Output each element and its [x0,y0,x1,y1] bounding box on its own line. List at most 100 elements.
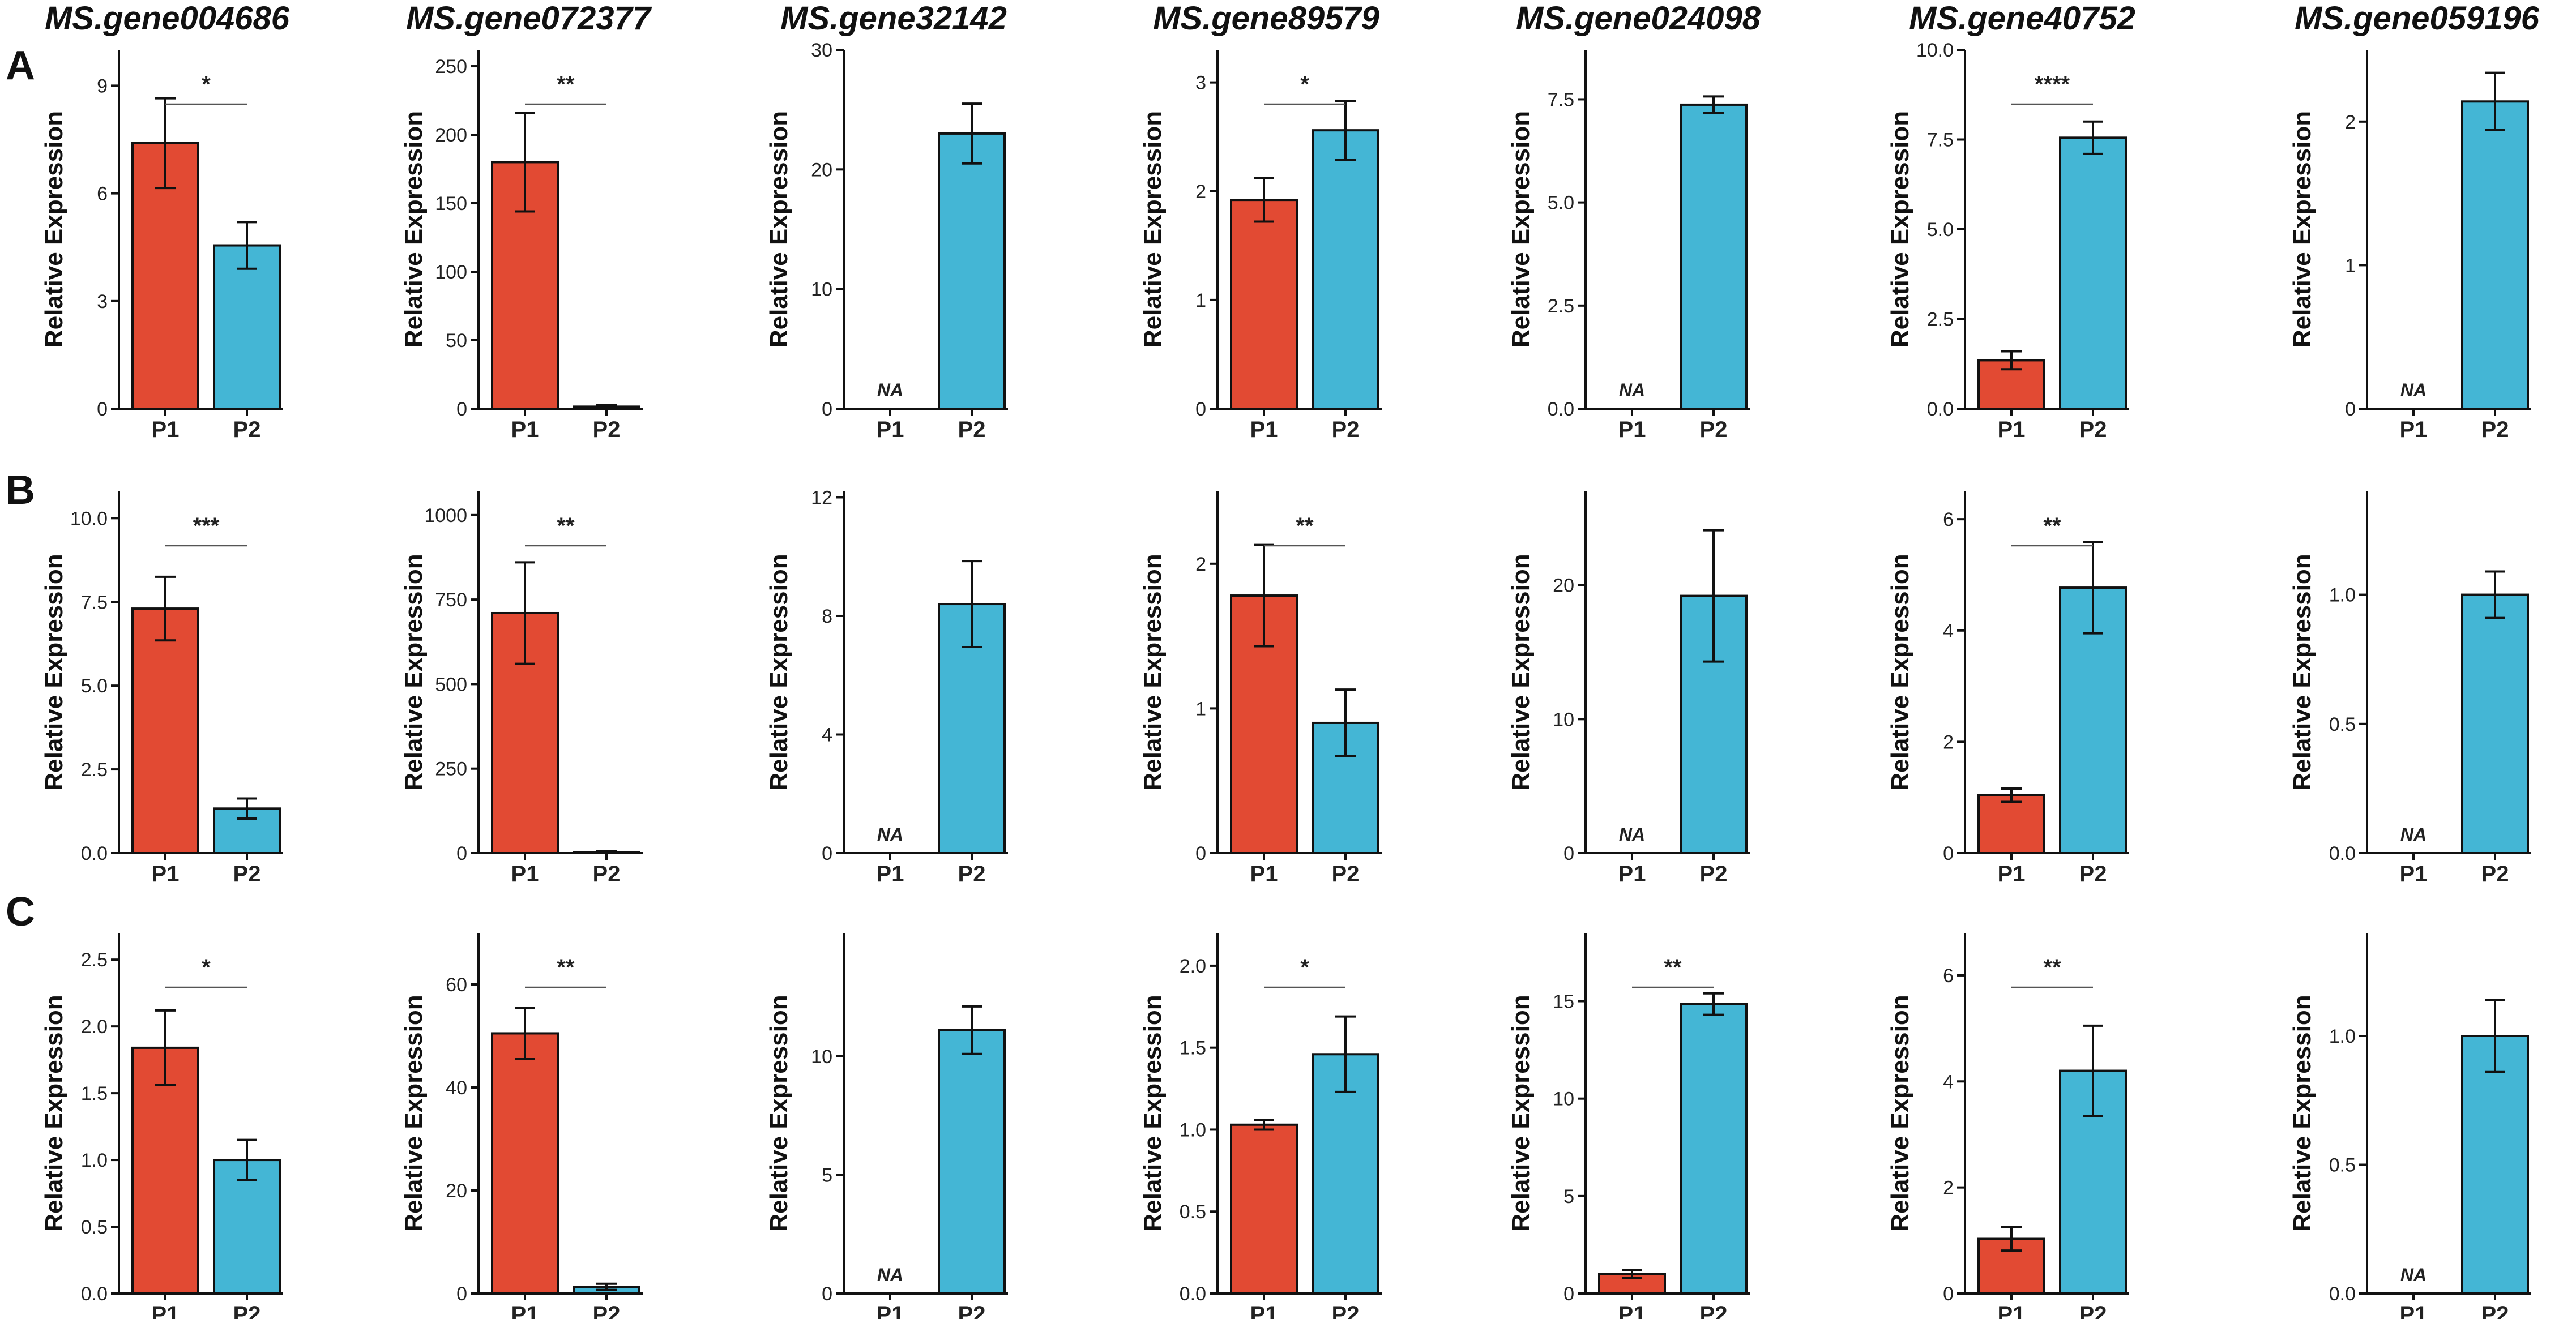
chart-b7-y-title: Relative Expression [2288,554,2316,790]
chart-a1-bar-p2 [213,244,281,410]
chart-c7-ytick-label: 1.0 [2329,1026,2356,1047]
chart-a5-ytick-label: 5.0 [1548,192,1574,214]
chart-a7-na-label: NA [2400,380,2427,400]
chart-c6-significance: ** [2043,955,2061,980]
chart-b6-bar-p1 [1977,794,2045,855]
chart-c2-bar-p1 [491,1032,559,1295]
chart-a1-significance: * [202,72,211,97]
chart-c5-ytick-label: 10 [1553,1089,1574,1110]
gene-title-5: MS.gene024098 [1516,0,1761,37]
chart-a4-y-title: Relative Expression [1139,111,1167,348]
chart-b6-significance: ** [2043,513,2061,538]
chart-c1-significance: * [202,955,211,980]
chart-c5-bar-p2 [1680,1003,1748,1295]
chart-a3-ytick-label: 10 [811,279,832,301]
gene-title-4: MS.gene89579 [1153,0,1379,37]
chart-b1-significance: *** [193,513,220,538]
chart-a4-ytick-label: 1 [1195,290,1206,311]
chart-c3-category-p2: P2 [958,1302,986,1319]
chart-a6-ytick-label: 2.5 [1927,309,1954,331]
chart-c1-ytick-label: 2.0 [81,1016,108,1038]
chart-a7-bar-p2 [2461,100,2529,410]
chart-a3-bar-p2 [938,132,1006,410]
chart-c6-ytick-label: 0 [1943,1283,1954,1305]
chart-a3-y-title: Relative Expression [765,111,793,348]
chart-b3-category-p2: P2 [958,862,986,887]
chart-c7-y-title: Relative Expression [2288,995,2316,1231]
chart-b5-na-label: NA [1619,824,1645,845]
chart-a7-category-p1: P1 [2400,417,2428,442]
chart-b6-category-p1: P1 [1998,862,2026,887]
chart-c2-ytick-label: 40 [446,1077,467,1099]
chart-b7-ytick-label: 0.0 [2329,843,2356,864]
chart-c4-category-p1: P1 [1250,1302,1278,1319]
chart-b2-category-p1: P1 [511,862,539,887]
chart-b4-y-title: Relative Expression [1139,554,1167,790]
chart-a3-ytick-label: 30 [811,40,832,61]
chart-b7-category-p1: P1 [2400,862,2428,887]
chart-a2-ytick-label: 50 [446,330,467,352]
chart-b2-ytick-label: 250 [435,759,467,780]
chart-a7-category-p2: P2 [2481,417,2509,442]
chart-c7-category-p2: P2 [2481,1302,2509,1319]
chart-c2-y-title: Relative Expression [400,995,428,1231]
chart-b3-ytick-label: 12 [811,487,832,508]
chart-c5-significance: ** [1664,955,1682,980]
chart-c7-bar-p2 [2461,1035,2529,1295]
gene-title-2: MS.gene072377 [406,0,652,37]
gene-title-3: MS.gene32142 [780,0,1007,37]
chart-b3-y-title: Relative Expression [765,554,793,790]
chart-a1-ytick-label: 3 [97,291,108,312]
chart-a1-y-title: Relative Expression [40,111,68,348]
chart-b1-bar-p1 [131,607,199,855]
chart-c4-ytick-label: 0.5 [1180,1201,1206,1223]
chart-a2-ytick-label: 200 [435,125,467,146]
chart-a4-category-p1: P1 [1250,417,1278,442]
chart-a6-ytick-label: 10.0 [1916,40,1954,61]
chart-b3-ytick-label: 0 [822,843,832,864]
chart-a1-category-p2: P2 [233,417,261,442]
chart-a4-ytick-label: 0 [1195,399,1206,420]
chart-a2-y-title: Relative Expression [400,111,428,348]
chart-a3-ytick-label: 0 [822,399,832,420]
chart-c1-category-p2: P2 [233,1302,261,1319]
chart-c3-bar-p2 [938,1029,1006,1295]
chart-a1-ytick-label: 9 [97,75,108,97]
chart-c4-y-title: Relative Expression [1139,995,1167,1231]
chart-b3-bar-p2 [938,603,1006,855]
chart-a2-ytick-label: 0 [456,399,467,420]
chart-c1-ytick-label: 0.5 [81,1217,108,1238]
row-label-c: C [6,889,35,935]
chart-b3-category-p1: P1 [877,862,904,887]
chart-a2-ytick-label: 250 [435,56,467,78]
chart-a6-category-p2: P2 [2079,417,2107,442]
chart-a6-y-title: Relative Expression [1886,111,1914,348]
chart-b6-ytick-label: 6 [1943,509,1954,530]
chart-a1-category-p1: P1 [152,417,180,442]
chart-c2-category-p1: P1 [511,1302,539,1319]
chart-a4-ytick-label: 3 [1195,72,1206,94]
chart-a2-category-p2: P2 [593,417,621,442]
chart-b4-ytick-label: 0 [1195,843,1206,864]
chart-a6-bar-p1 [1977,359,2045,410]
chart-c6-ytick-label: 4 [1943,1071,1954,1093]
chart-b1-ytick-label: 10.0 [70,508,108,529]
chart-a3-na-label: NA [877,380,903,400]
chart-c7-ytick-label: 0.0 [2329,1283,2356,1305]
chart-a5-ytick-label: 2.5 [1548,296,1574,317]
gene-title-1: MS.gene004686 [45,0,290,37]
chart-b4-ytick-label: 1 [1195,698,1206,720]
chart-b4-significance: ** [1296,513,1314,538]
chart-b1-category-p1: P1 [152,862,180,887]
chart-b2-category-p2: P2 [593,862,621,887]
chart-a3-ytick-label: 20 [811,159,832,181]
chart-b1-category-p2: P2 [233,862,261,887]
chart-c5-category-p2: P2 [1700,1302,1728,1319]
chart-c5-ytick-label: 15 [1553,991,1574,1013]
chart-c1-ytick-label: 1.5 [81,1083,108,1104]
chart-b4-category-p1: P1 [1250,862,1278,887]
chart-b7-bar-p2 [2461,593,2529,854]
gene-title-7: MS.gene059196 [2295,0,2540,37]
chart-c6-category-p1: P1 [1998,1302,2026,1319]
